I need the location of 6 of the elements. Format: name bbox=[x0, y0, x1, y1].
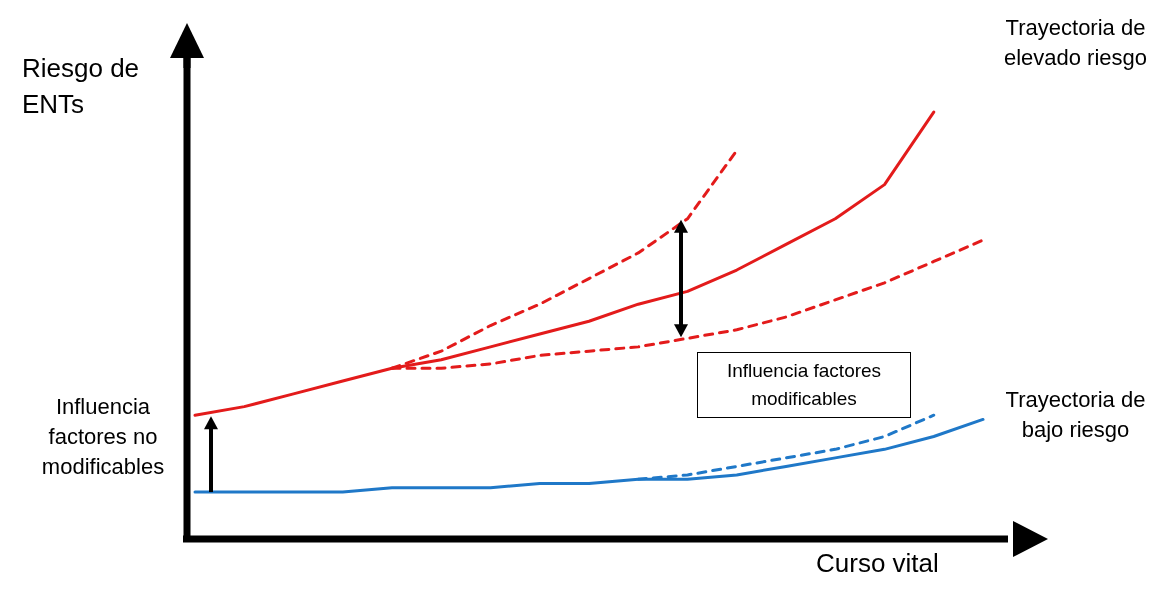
text: Influencia factores no modificables bbox=[40, 393, 166, 482]
y-axis-title: Riesgo de ENTs bbox=[22, 52, 141, 121]
annotation: Trayectoria de bajo riesgo bbox=[1004, 386, 1147, 445]
x-axis-title: Curso vital bbox=[816, 548, 939, 578]
text: Trayectoria de elevado riesgo bbox=[1002, 14, 1149, 72]
annotation: Influencia factores modificables bbox=[697, 352, 911, 419]
